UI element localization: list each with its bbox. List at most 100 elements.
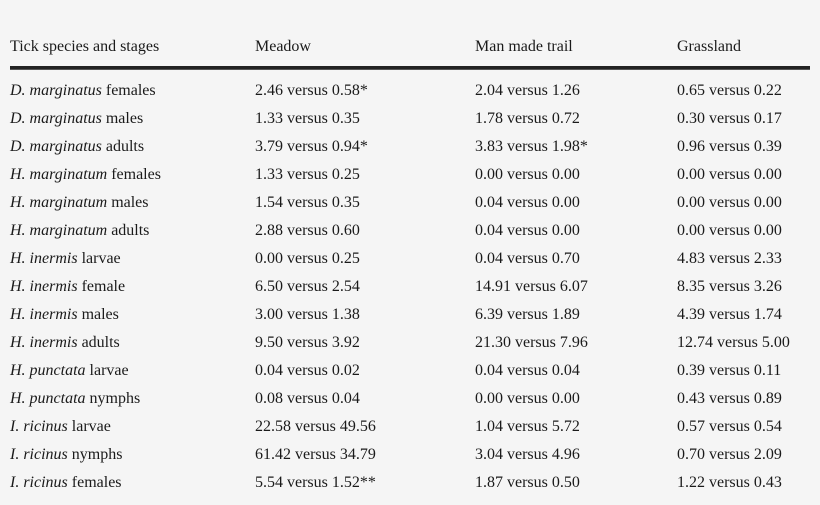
trail-cell: 1.78 versus 0.72 [475, 110, 580, 127]
species-stage-cell: D. marginatus adults [10, 133, 144, 161]
species-name: H. marginatum [10, 166, 108, 183]
header-trail: Man made trail [475, 38, 573, 55]
species-stage-cell: H. marginatum males [10, 189, 149, 217]
table-row: H. inermis adults 9.50 versus 3.92 21.30 v… [0, 329, 820, 357]
species-name: H. inermis [10, 250, 78, 267]
species-stage-cell: I. ricinus females [10, 469, 122, 497]
species-name: H. punctata [10, 362, 86, 379]
grassland-cell: 0.96 versus 0.39 [677, 138, 782, 155]
species-name: I. ricinus [10, 474, 68, 491]
stage-name: adults [105, 138, 145, 155]
stage-name: adults [111, 222, 150, 239]
table-row: I. ricinus larvae 22.58 versus 49.56 1.04 … [0, 413, 820, 441]
trail-cell: 2.04 versus 1.26 [475, 82, 580, 99]
trail-cell: 3.04 versus 4.96 [475, 446, 580, 463]
trail-cell: 21.30 versus 7.96 [475, 334, 588, 351]
trail-cell: 0.04 versus 0.00 [475, 194, 580, 211]
grassland-cell: 0.57 versus 0.54 [677, 418, 782, 435]
trail-cell: 6.39 versus 1.89 [475, 306, 580, 323]
species-stage-cell: I. ricinus nymphs [10, 441, 122, 469]
species-stage-cell: I. ricinus larvae [10, 413, 111, 441]
grassland-cell: 8.35 versus 3.26 [677, 278, 782, 295]
trail-cell: 1.04 versus 5.72 [475, 418, 580, 435]
meadow-cell: 0.00 versus 0.25 [255, 250, 360, 267]
species-stage-cell: D. marginatus females [10, 77, 156, 105]
species-stage-cell: D. marginatus males [10, 105, 143, 133]
meadow-cell: 6.50 versus 2.54 [255, 278, 360, 295]
species-stage-cell: H. inermis female [10, 273, 125, 301]
grassland-cell: 0.00 versus 0.00 [677, 222, 782, 239]
meadow-cell: 2.46 versus 0.58* [255, 82, 368, 99]
stage-name: female [81, 278, 126, 295]
species-name: H. inermis [10, 334, 78, 351]
trail-cell: 0.04 versus 0.70 [475, 250, 580, 267]
stage-name: females [105, 82, 156, 99]
stage-name: larvae [81, 250, 121, 267]
species-stage-cell: H. marginatum adults [10, 217, 149, 245]
trail-cell: 0.04 versus 0.00 [475, 222, 580, 239]
header-grassland: Grassland [677, 38, 741, 55]
species-name: H. marginatum [10, 194, 108, 211]
trail-cell: 0.00 versus 0.00 [475, 390, 580, 407]
grassland-cell: 4.39 versus 1.74 [677, 306, 782, 323]
species-name: H. punctata [10, 390, 86, 407]
trail-cell: 0.00 versus 0.00 [475, 166, 580, 183]
table-row: D. marginatus females 2.46 versus 0.58* 2.… [0, 77, 820, 105]
stage-name: females [111, 166, 161, 183]
trail-cell: 3.83 versus 1.98* [475, 138, 588, 155]
species-name: D. marginatus [10, 110, 102, 127]
species-name: I. ricinus [10, 446, 68, 463]
species-stage-cell: H. marginatum females [10, 161, 161, 189]
table-row: H. marginatum adults 2.88 versus 0.60 0.04… [0, 217, 820, 245]
stage-name: males [111, 194, 149, 211]
stage-name: males [105, 110, 144, 127]
trail-cell: 1.87 versus 0.50 [475, 474, 580, 491]
species-stage-cell: H. inermis adults [10, 329, 120, 357]
stage-name: males [81, 306, 119, 323]
table-row: D. marginatus adults 3.79 versus 0.94* 3.8… [0, 133, 820, 161]
stage-name: nymphs [71, 446, 123, 463]
meadow-cell: 3.79 versus 0.94* [255, 138, 368, 155]
meadow-cell: 61.42 versus 34.79 [255, 446, 376, 463]
stage-name: nymphs [89, 390, 141, 407]
meadow-cell: 1.33 versus 0.35 [255, 110, 360, 127]
header-meadow: Meadow [255, 38, 311, 55]
meadow-cell: 9.50 versus 3.92 [255, 334, 360, 351]
table-row: H. marginatum males 1.54 versus 0.35 0.04 … [0, 189, 820, 217]
grassland-cell: 0.70 versus 2.09 [677, 446, 782, 463]
species-name: H. inermis [10, 278, 78, 295]
species-name: H. marginatum [10, 222, 108, 239]
meadow-cell: 22.58 versus 49.56 [255, 418, 376, 435]
species-stage-cell: H. inermis larvae [10, 245, 121, 273]
table-row: I. ricinus nymphs 61.42 versus 34.79 3.04 … [0, 441, 820, 469]
trail-cell: 0.04 versus 0.04 [475, 362, 580, 379]
table-row: H. inermis larvae 0.00 versus 0.25 0.04 ve… [0, 245, 820, 273]
stage-name: larvae [71, 418, 111, 435]
meadow-cell: 3.00 versus 1.38 [255, 306, 360, 323]
header-species: Tick species and stages [10, 38, 160, 55]
grassland-cell: 4.83 versus 2.33 [677, 250, 782, 267]
meadow-cell: 0.04 versus 0.02 [255, 362, 360, 379]
grassland-cell: 0.00 versus 0.00 [677, 166, 782, 183]
grassland-cell: 0.00 versus 0.00 [677, 194, 782, 211]
stage-name: larvae [89, 362, 129, 379]
table-row: I. ricinus females 5.54 versus 1.52** 1.87… [0, 469, 820, 497]
species-stage-cell: H. punctata larvae [10, 357, 129, 385]
meadow-cell: 1.54 versus 0.35 [255, 194, 360, 211]
grassland-cell: 12.74 versus 5.00 [677, 334, 790, 351]
header-rule [10, 66, 810, 70]
species-name: I. ricinus [10, 418, 68, 435]
grassland-cell: 0.65 versus 0.22 [677, 82, 782, 99]
species-stage-cell: H. inermis males [10, 301, 119, 329]
species-name: D. marginatus [10, 82, 102, 99]
species-name: D. marginatus [10, 138, 102, 155]
trail-cell: 14.91 versus 6.07 [475, 278, 588, 295]
stage-name: adults [81, 334, 120, 351]
stage-name: females [71, 474, 122, 491]
table-row: H. marginatum females 1.33 versus 0.25 0.0… [0, 161, 820, 189]
meadow-cell: 1.33 versus 0.25 [255, 166, 360, 183]
table-row: H. inermis female 6.50 versus 2.54 14.91 v… [0, 273, 820, 301]
table-row: D. marginatus males 1.33 versus 0.35 1.78 … [0, 105, 820, 133]
meadow-cell: 2.88 versus 0.60 [255, 222, 360, 239]
grassland-cell: 0.43 versus 0.89 [677, 390, 782, 407]
